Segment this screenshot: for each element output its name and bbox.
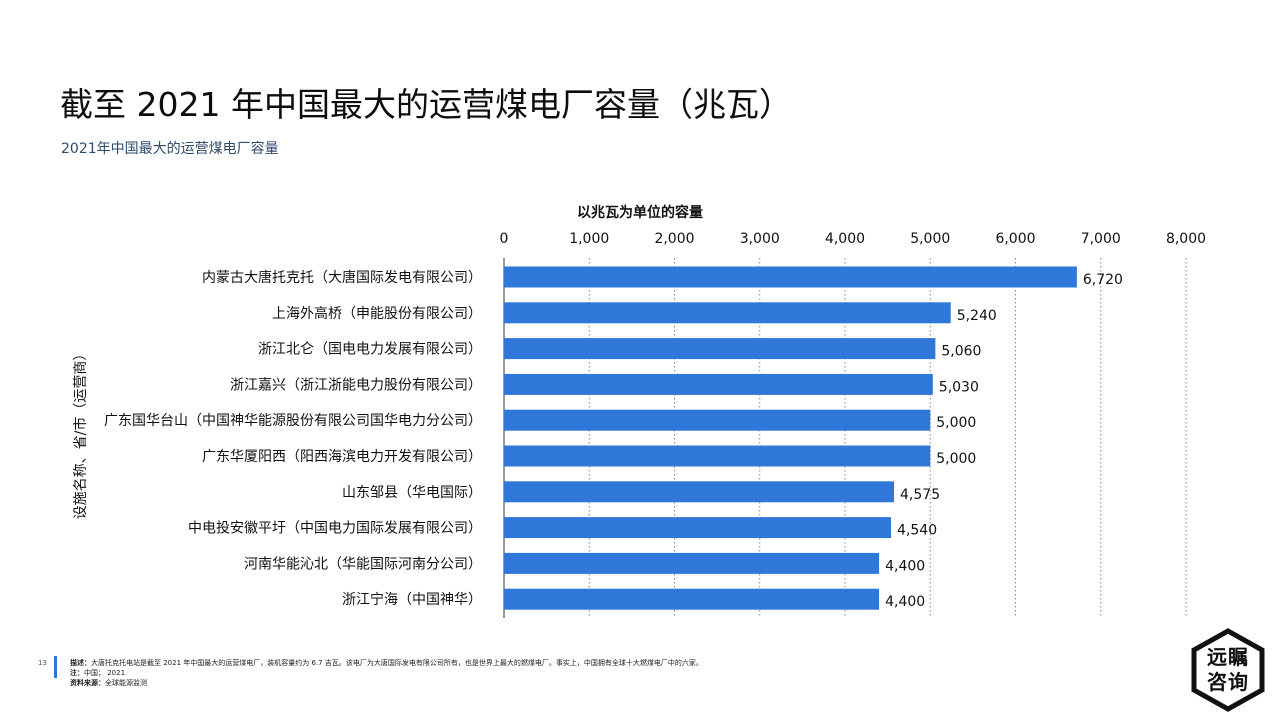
value-label: 5,030 [939,379,979,395]
source-text: 全球能源监测 [105,679,147,687]
bar [504,588,880,610]
page-subtitle: 2021年中国最大的运营煤电厂容量 [61,141,279,157]
note-line: 注：中国； 2021 [70,668,703,678]
value-label: 6,720 [1083,272,1123,288]
x-tick-label: 0 [500,231,509,247]
category-label: 广东国华台山（中国神华能源股份有限公司国华电力分公司） [104,413,482,429]
x-tick-label: 5,000 [910,231,950,247]
bar [504,517,892,539]
category-label: 内蒙古大唐托克托（大唐国际发电有限公司） [202,269,482,286]
bar [504,338,936,360]
note-label: 注： [70,669,84,677]
category-label: 浙江嘉兴（浙江浙能电力股份有限公司） [230,377,482,393]
page-title: 截至 2021 年中国最大的运营煤电厂容量（兆瓦） [60,85,792,124]
bar-chart: 以兆瓦为单位的容量 设施名称、省/市（运营商） 0 1,000 2,000 3,000… [72,204,1207,618]
source-label: 资料来源： [70,679,105,687]
value-label: 5,000 [936,451,976,467]
category-label: 中电投安徽平圩（中国电力国际发展有限公司） [188,521,482,537]
description-text: 大唐托克托电站是截至 2021 年中国最大的运营煤电厂，装机容量约为 6.7 吉… [91,659,703,667]
bar [504,409,931,431]
value-label: 4,540 [897,523,937,539]
bar [504,266,1077,288]
value-label: 5,240 [957,308,997,324]
y-axis-title: 设施名称、省/市（运营商） [72,347,89,520]
value-label: 5,060 [941,344,981,360]
value-label: 4,400 [885,558,925,574]
x-tick-label: 7,000 [1081,231,1121,247]
bar [504,445,931,467]
company-logo: 远瞩咨询 [1188,628,1268,712]
category-label: 广东华厦阳西（阳西海滨电力开发有限公司） [202,449,482,465]
x-tick-label: 8,000 [1166,231,1206,247]
source-line: 资料来源：全球能源监测 [70,678,703,688]
footnotes: 描述：大唐托克托电站是截至 2021 年中国最大的运营煤电厂，装机容量约为 6.… [70,658,703,688]
x-tick-label: 1,000 [569,231,609,247]
category-label: 浙江北仑（国电电力发展有限公司） [258,342,482,358]
bar [504,302,951,324]
x-tick-labels: 0 1,000 2,000 3,000 4,000 5,000 6,000 7,000 8,00… [500,231,1207,247]
description-label: 描述： [70,659,91,667]
description-line: 描述：大唐托克托电站是截至 2021 年中国最大的运营煤电厂，装机容量约为 6.… [70,658,703,668]
x-axis-title: 以兆瓦为单位的容量 [577,204,703,221]
x-tick-label: 4,000 [825,231,865,247]
footer-accent-bar [54,656,57,678]
category-label: 河南华能沁北（华能国际河南分公司） [244,556,482,572]
value-labels: 6,720 5,240 5,060 5,030 5,000 5,000 4,575 4,540… [885,272,1123,610]
value-label: 4,400 [885,594,925,610]
x-tick-label: 3,000 [740,231,780,247]
x-tick-label: 6,000 [995,231,1035,247]
value-label: 5,000 [936,415,976,431]
value-label: 4,575 [900,487,940,503]
bars [504,266,1077,610]
category-label: 山东邹县（华电国际） [342,485,482,501]
x-tick-label: 2,000 [654,231,694,247]
category-label: 上海外高桥（申能股份有限公司） [272,305,482,322]
bar [504,373,933,395]
bar [504,481,895,503]
category-labels: 内蒙古大唐托克托（大唐国际发电有限公司） 上海外高桥（申能股份有限公司） 浙江北仑（… [104,269,482,608]
note-text: 中国； 2021 [84,669,126,677]
logo-octagon-icon [1191,628,1265,712]
logo-text: 远瞩咨询 [1207,645,1249,694]
bar [504,552,880,574]
category-label: 浙江宁海（中国神华） [342,591,482,608]
page-number: 13 [38,659,47,667]
